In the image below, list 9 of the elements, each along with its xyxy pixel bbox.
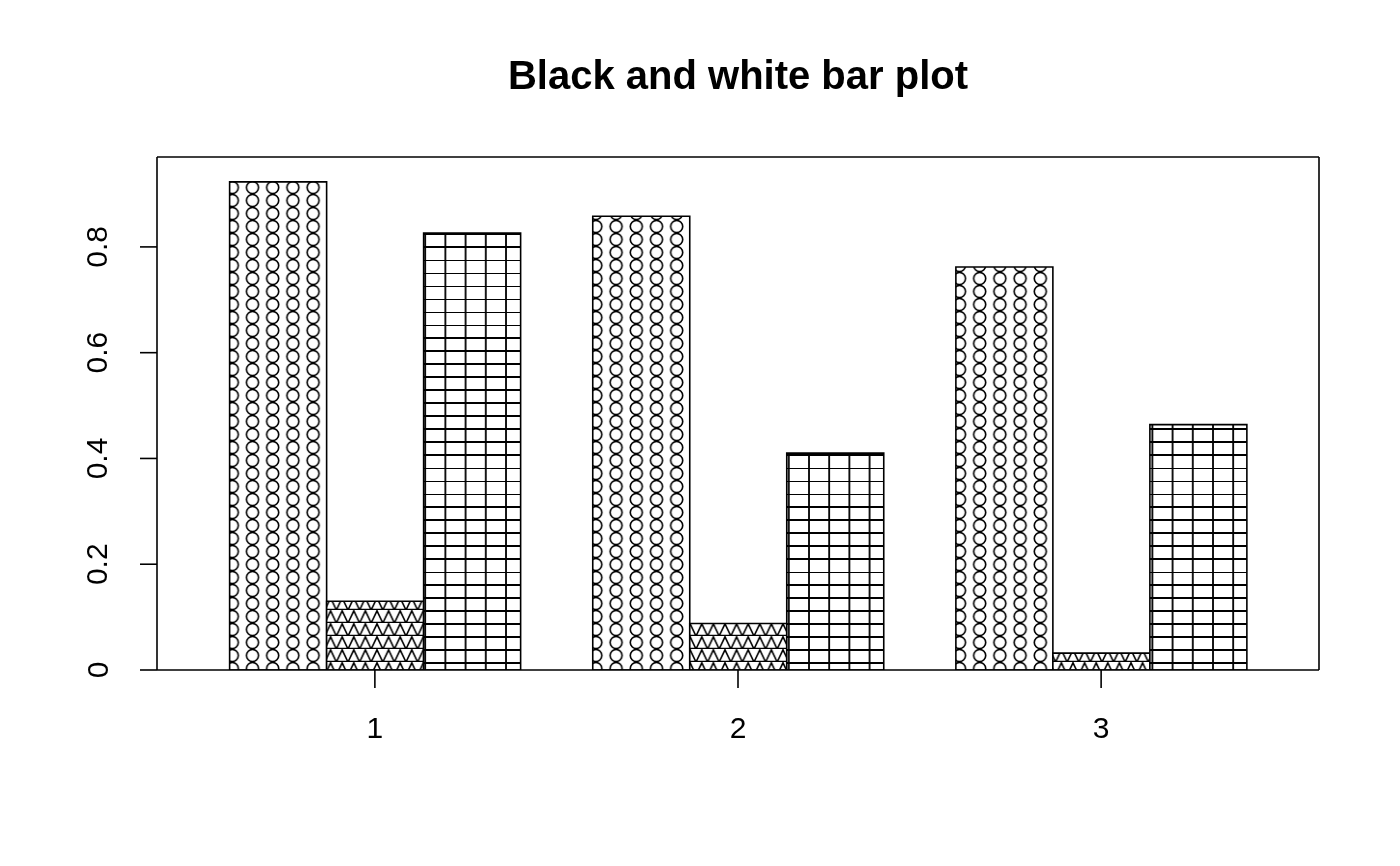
- x-tick-label: 1: [366, 711, 384, 744]
- y-tick-label: 0: [80, 661, 114, 679]
- y-tick-label: 0.8: [80, 226, 114, 268]
- y-tick-label: 0.2: [80, 543, 114, 586]
- chart-title: Black and white bar plot: [506, 52, 970, 98]
- x-tick-label: 2: [729, 711, 747, 744]
- y-tick-label: 0.4: [80, 437, 114, 480]
- x-tick-label: 3: [1092, 711, 1110, 744]
- y-tick-label: 0.6: [80, 331, 114, 374]
